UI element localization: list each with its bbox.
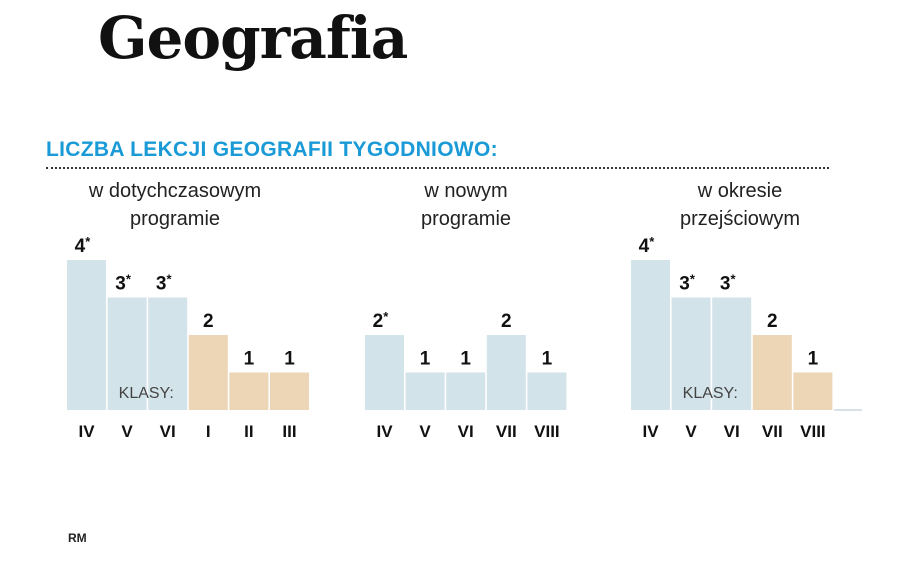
chart-title-line: programie bbox=[130, 208, 220, 230]
bar bbox=[446, 372, 486, 410]
category-label: VIII bbox=[800, 422, 826, 441]
bar bbox=[793, 372, 833, 410]
category-label: IV bbox=[78, 422, 95, 441]
bar bbox=[752, 335, 792, 410]
bar-value-label: 1 bbox=[808, 349, 819, 370]
page-title: Geografia bbox=[98, 4, 408, 72]
chart-title-line: przejściowym bbox=[680, 208, 800, 230]
bar-value-label: 3* bbox=[720, 272, 737, 295]
category-label: II bbox=[244, 422, 253, 441]
bar-chart-1: w dotychczasowym programie 4* IV 3* V 3* VI 2 I 1 I… bbox=[67, 180, 309, 441]
bar bbox=[148, 297, 188, 410]
bar-value-label: 1 bbox=[244, 349, 255, 370]
category-label: VI bbox=[724, 422, 740, 441]
bar-value-label: 1 bbox=[542, 349, 553, 370]
bar-value-label: 4* bbox=[639, 234, 656, 257]
bar bbox=[712, 297, 752, 410]
chart-title-line: w okresie bbox=[697, 180, 782, 202]
bar bbox=[107, 297, 147, 410]
category-label: VIII bbox=[534, 422, 560, 441]
category-label: V bbox=[419, 422, 431, 441]
category-label: IV bbox=[642, 422, 659, 441]
bar bbox=[527, 372, 567, 410]
bar bbox=[631, 260, 670, 410]
bar-value-label: 2 bbox=[203, 311, 214, 332]
category-label: III bbox=[282, 422, 296, 441]
bar-value-label: 3* bbox=[115, 272, 132, 295]
bar bbox=[405, 372, 445, 410]
bar-value-label: 3* bbox=[156, 272, 173, 295]
klasy-label: KLASY: bbox=[683, 385, 738, 402]
bar-value-label: 1 bbox=[460, 349, 471, 370]
klasy-label: KLASY: bbox=[119, 385, 174, 402]
category-label: VII bbox=[496, 422, 517, 441]
category-label: V bbox=[685, 422, 697, 441]
bar-value-label: 1 bbox=[420, 349, 431, 370]
credit: RM bbox=[68, 531, 87, 545]
chart-subtitle: LICZBA LEKCJI GEOGRAFII TYGODNIOWO: bbox=[46, 138, 498, 161]
bar bbox=[365, 335, 404, 410]
bar-value-label: 4* bbox=[75, 234, 92, 257]
bar-value-label: 2 bbox=[767, 311, 778, 332]
bar bbox=[67, 260, 106, 410]
category-label: VI bbox=[160, 422, 176, 441]
category-label: VI bbox=[458, 422, 474, 441]
bar-value-label: 1 bbox=[284, 349, 295, 370]
bar-value-label: 3* bbox=[679, 272, 696, 295]
bar bbox=[188, 335, 228, 410]
dotted-divider bbox=[46, 167, 829, 169]
chart-title-line: w dotychczasowym bbox=[88, 180, 261, 202]
bar bbox=[229, 372, 269, 410]
bar bbox=[486, 335, 526, 410]
bar bbox=[671, 297, 711, 410]
bar bbox=[270, 372, 309, 410]
chart-title-line: programie bbox=[421, 208, 511, 230]
category-label: I bbox=[206, 422, 211, 441]
bar-chart-2: w nowym programie 2* IV 1 V 1 VI 2 VII 1 VIII bbox=[365, 180, 567, 441]
bar-value-label: 2 bbox=[501, 311, 512, 332]
chart-title-line: w nowym bbox=[423, 180, 507, 202]
bar-value-label: 2* bbox=[373, 309, 390, 332]
bar-chart-3: w okresie przejściowym 4* IV 3* V 3* VI 2 VII 1 VII… bbox=[631, 180, 862, 441]
category-label: VII bbox=[762, 422, 783, 441]
category-label: V bbox=[121, 422, 133, 441]
category-label: IV bbox=[376, 422, 393, 441]
